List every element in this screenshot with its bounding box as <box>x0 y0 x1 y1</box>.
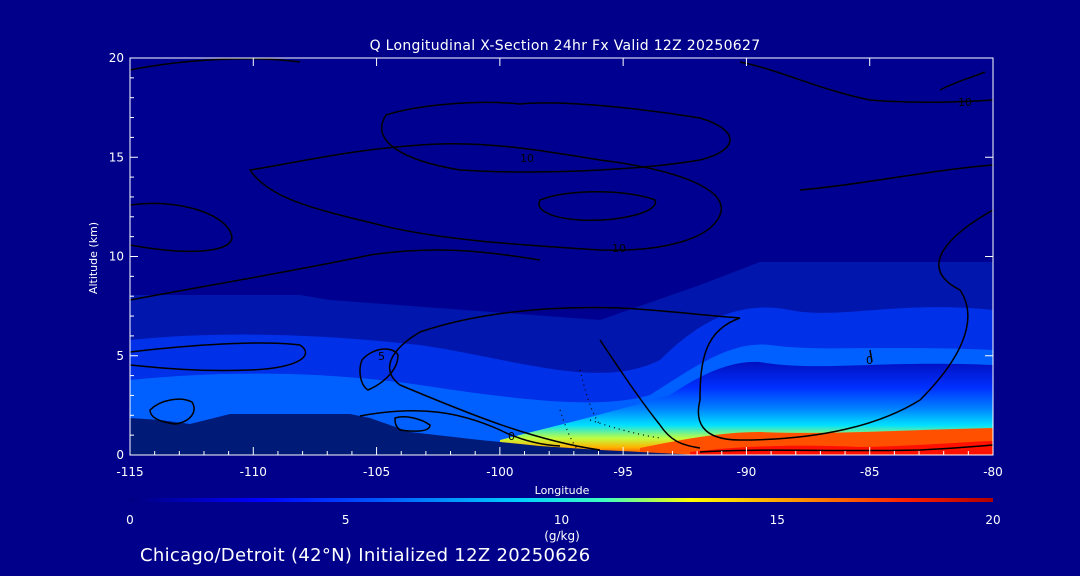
x-tick-label: -100 <box>486 465 513 479</box>
contour-label: 10 <box>958 96 972 109</box>
x-axis: -115 -110 -105 -100 -95 -90 -85 -80 <box>116 58 1003 479</box>
colorbar-tick-label: 5 <box>342 513 350 527</box>
colorbar-tick-label: 0 <box>126 513 134 527</box>
footer-caption: Chicago/Detroit (42°N) Initialized 12Z 2… <box>140 545 591 566</box>
contour-label: 10 <box>612 242 626 255</box>
chart-title: Q Longitudinal X-Section 24hr Fx Valid 1… <box>370 38 761 54</box>
contour-label: 5 <box>378 350 385 363</box>
x-tick-label: -95 <box>613 465 633 479</box>
contour-label: 0 <box>866 354 873 367</box>
colorbar-ticks: 0 5 10 15 20 <box>126 513 1000 527</box>
contour-label: 10 <box>520 152 534 165</box>
colorbar-label: (g/kg) <box>544 529 580 543</box>
plot-area: 10 10 0 10 5 0 <box>130 58 993 455</box>
y-tick-label: 0 <box>116 448 124 462</box>
x-tick-label: -110 <box>240 465 267 479</box>
colorbar-tick-label: 20 <box>985 513 1000 527</box>
contour-label: 0 <box>508 430 515 443</box>
contour-lines <box>130 58 993 453</box>
x-tick-label: -90 <box>737 465 757 479</box>
colorbar-tick-label: 10 <box>554 513 569 527</box>
y-axis-label: Altitude (km) <box>87 222 100 294</box>
x-axis-label: Longitude <box>535 484 590 497</box>
colorbar-tick-label: 15 <box>770 513 785 527</box>
colorbar: 0 5 10 15 20 (g/kg) <box>126 498 1001 543</box>
y-tick-label: 15 <box>109 150 124 164</box>
y-tick-label: 20 <box>109 51 124 65</box>
moisture-layer-max <box>690 441 993 455</box>
x-tick-label: -105 <box>363 465 390 479</box>
y-tick-label: 10 <box>109 250 124 264</box>
dotted-contours <box>559 369 661 451</box>
terrain <box>130 414 700 455</box>
moisture-layer-humid <box>500 361 993 455</box>
colorbar-gradient <box>130 498 993 502</box>
y-axis: 0 5 10 15 20 <box>109 51 993 462</box>
x-tick-label: -80 <box>983 465 1003 479</box>
x-tick-label: -115 <box>116 465 143 479</box>
x-tick-label: -85 <box>860 465 880 479</box>
y-tick-label: 5 <box>116 349 124 363</box>
